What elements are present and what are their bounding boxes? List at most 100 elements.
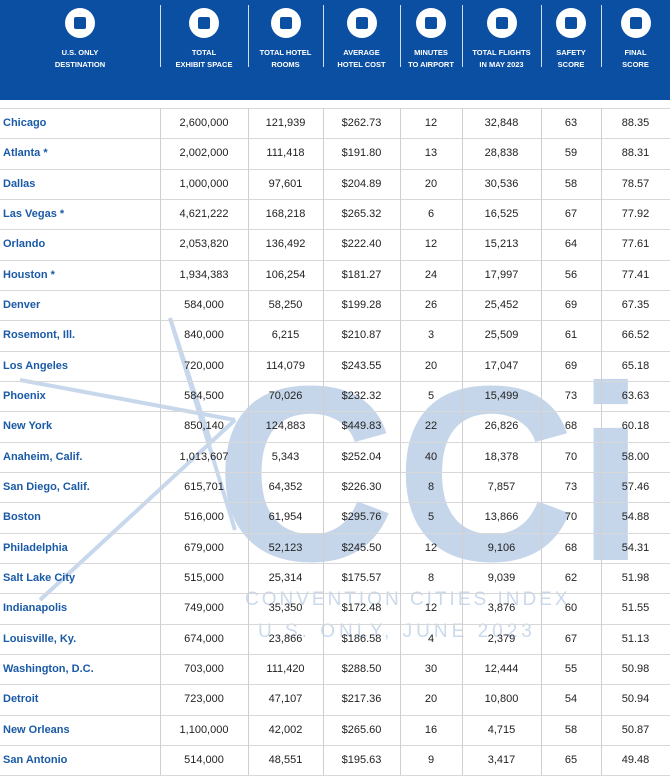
cell: 67.35 [621, 298, 650, 311]
cell: 3 [427, 329, 435, 342]
cell: 18,378 [484, 450, 519, 463]
cell: $217.36 [341, 693, 382, 706]
cell: 54.31 [621, 541, 650, 554]
cell: 16,525 [484, 207, 519, 220]
header-label: U.S. ONLY DESTINATION [0, 47, 160, 71]
cell: 1,100,000 [179, 723, 229, 736]
cell: 3,876 [487, 602, 516, 615]
cell: 674,000 [184, 632, 224, 645]
cell: 48,551 [268, 753, 303, 766]
cell: 51.55 [621, 602, 650, 615]
row-line [0, 562, 670, 564]
header-line: TOTAL [191, 48, 217, 57]
cell: $265.60 [341, 723, 382, 736]
header-separator [400, 5, 401, 67]
cell: 59 [564, 147, 578, 160]
cell: $245.50 [341, 541, 382, 554]
cell: 17,047 [484, 359, 519, 372]
cell: 106,254 [265, 268, 306, 281]
cell: 3,417 [487, 753, 516, 766]
header-line: TOTAL HOTEL [259, 48, 312, 57]
row-line [0, 623, 670, 625]
header-line: MINUTES [414, 48, 448, 57]
header-line: AVERAGE [343, 48, 380, 57]
header-icon [65, 8, 95, 38]
cell: 7,857 [487, 480, 516, 493]
row-line [0, 411, 670, 413]
cell: 54 [564, 693, 578, 706]
cell: 78.57 [621, 177, 650, 190]
cell: 58 [564, 177, 578, 190]
header-icon [486, 8, 517, 38]
row-line [0, 198, 670, 200]
header-cell: AVERAGE HOTEL COST [323, 0, 400, 100]
cell: 52,123 [268, 541, 303, 554]
destination: Atlanta * [3, 147, 48, 160]
cell: 5,343 [271, 450, 300, 463]
header-line: ROOMS [271, 60, 300, 69]
cell: $222.40 [341, 238, 382, 251]
cell: 88.31 [621, 147, 650, 160]
column-line [323, 108, 324, 775]
destination: Chicago [3, 117, 47, 129]
cell: 12,444 [484, 662, 519, 675]
header-separator [601, 5, 602, 67]
cell: 13,866 [484, 511, 519, 524]
row-line [0, 108, 670, 109]
row-line [0, 532, 670, 534]
cell: 30,536 [484, 177, 519, 190]
cell: 68 [564, 420, 578, 433]
cell: 516,000 [184, 511, 224, 524]
cell: $265.32 [341, 207, 382, 220]
cell: 850,140 [184, 420, 224, 433]
header-cell: U.S. ONLY DESTINATION [0, 0, 160, 100]
cell: $199.28 [341, 298, 382, 311]
cell: 61 [564, 329, 578, 342]
cell: 10,800 [484, 693, 519, 706]
header-label: AVERAGE HOTEL COST [323, 47, 400, 71]
cell: 63.63 [621, 389, 650, 402]
column-line [541, 108, 542, 775]
cell: 70,026 [268, 389, 303, 402]
cell: 69 [564, 298, 578, 311]
cell: 703,000 [184, 662, 224, 675]
cell: 62 [564, 571, 578, 584]
row-line [0, 320, 670, 322]
cell: 54.88 [621, 511, 650, 524]
cell: 124,883 [265, 420, 306, 433]
cell: 32,848 [484, 117, 519, 129]
cell: 50.98 [621, 662, 650, 675]
cell: 136,492 [265, 238, 306, 251]
header-icon [416, 8, 446, 38]
cell: 23,866 [268, 632, 303, 645]
cell: 2,053,820 [179, 238, 229, 251]
cell: 8 [427, 480, 435, 493]
cell: $186.58 [341, 632, 382, 645]
row-line [0, 653, 670, 655]
cell: 73 [564, 389, 578, 402]
cell: 22 [424, 420, 438, 433]
header-label: TOTAL EXHIBIT SPACE [160, 47, 248, 71]
header-line: TOTAL FLIGHTS [472, 48, 531, 57]
cell: 12 [424, 602, 438, 615]
row-line [0, 229, 670, 231]
row-line [0, 380, 670, 382]
destination: Rosemont, Ill. [3, 329, 76, 342]
cell: $252.04 [341, 450, 382, 463]
row-line [0, 502, 670, 504]
cell: 20 [424, 359, 438, 372]
header-separator [248, 5, 249, 67]
header-cell: FINAL SCORE [601, 0, 670, 100]
destination: New Orleans [3, 723, 70, 736]
cell: 77.61 [621, 238, 650, 251]
cell: 50.94 [621, 693, 650, 706]
row-line [0, 714, 670, 716]
row-line [0, 684, 670, 686]
cell: 25,509 [484, 329, 519, 342]
column-line [248, 108, 249, 775]
header-line: DESTINATION [54, 60, 106, 69]
destination: Houston * [3, 268, 55, 281]
destination: Boston [3, 511, 41, 524]
cell: 65.18 [621, 359, 650, 372]
